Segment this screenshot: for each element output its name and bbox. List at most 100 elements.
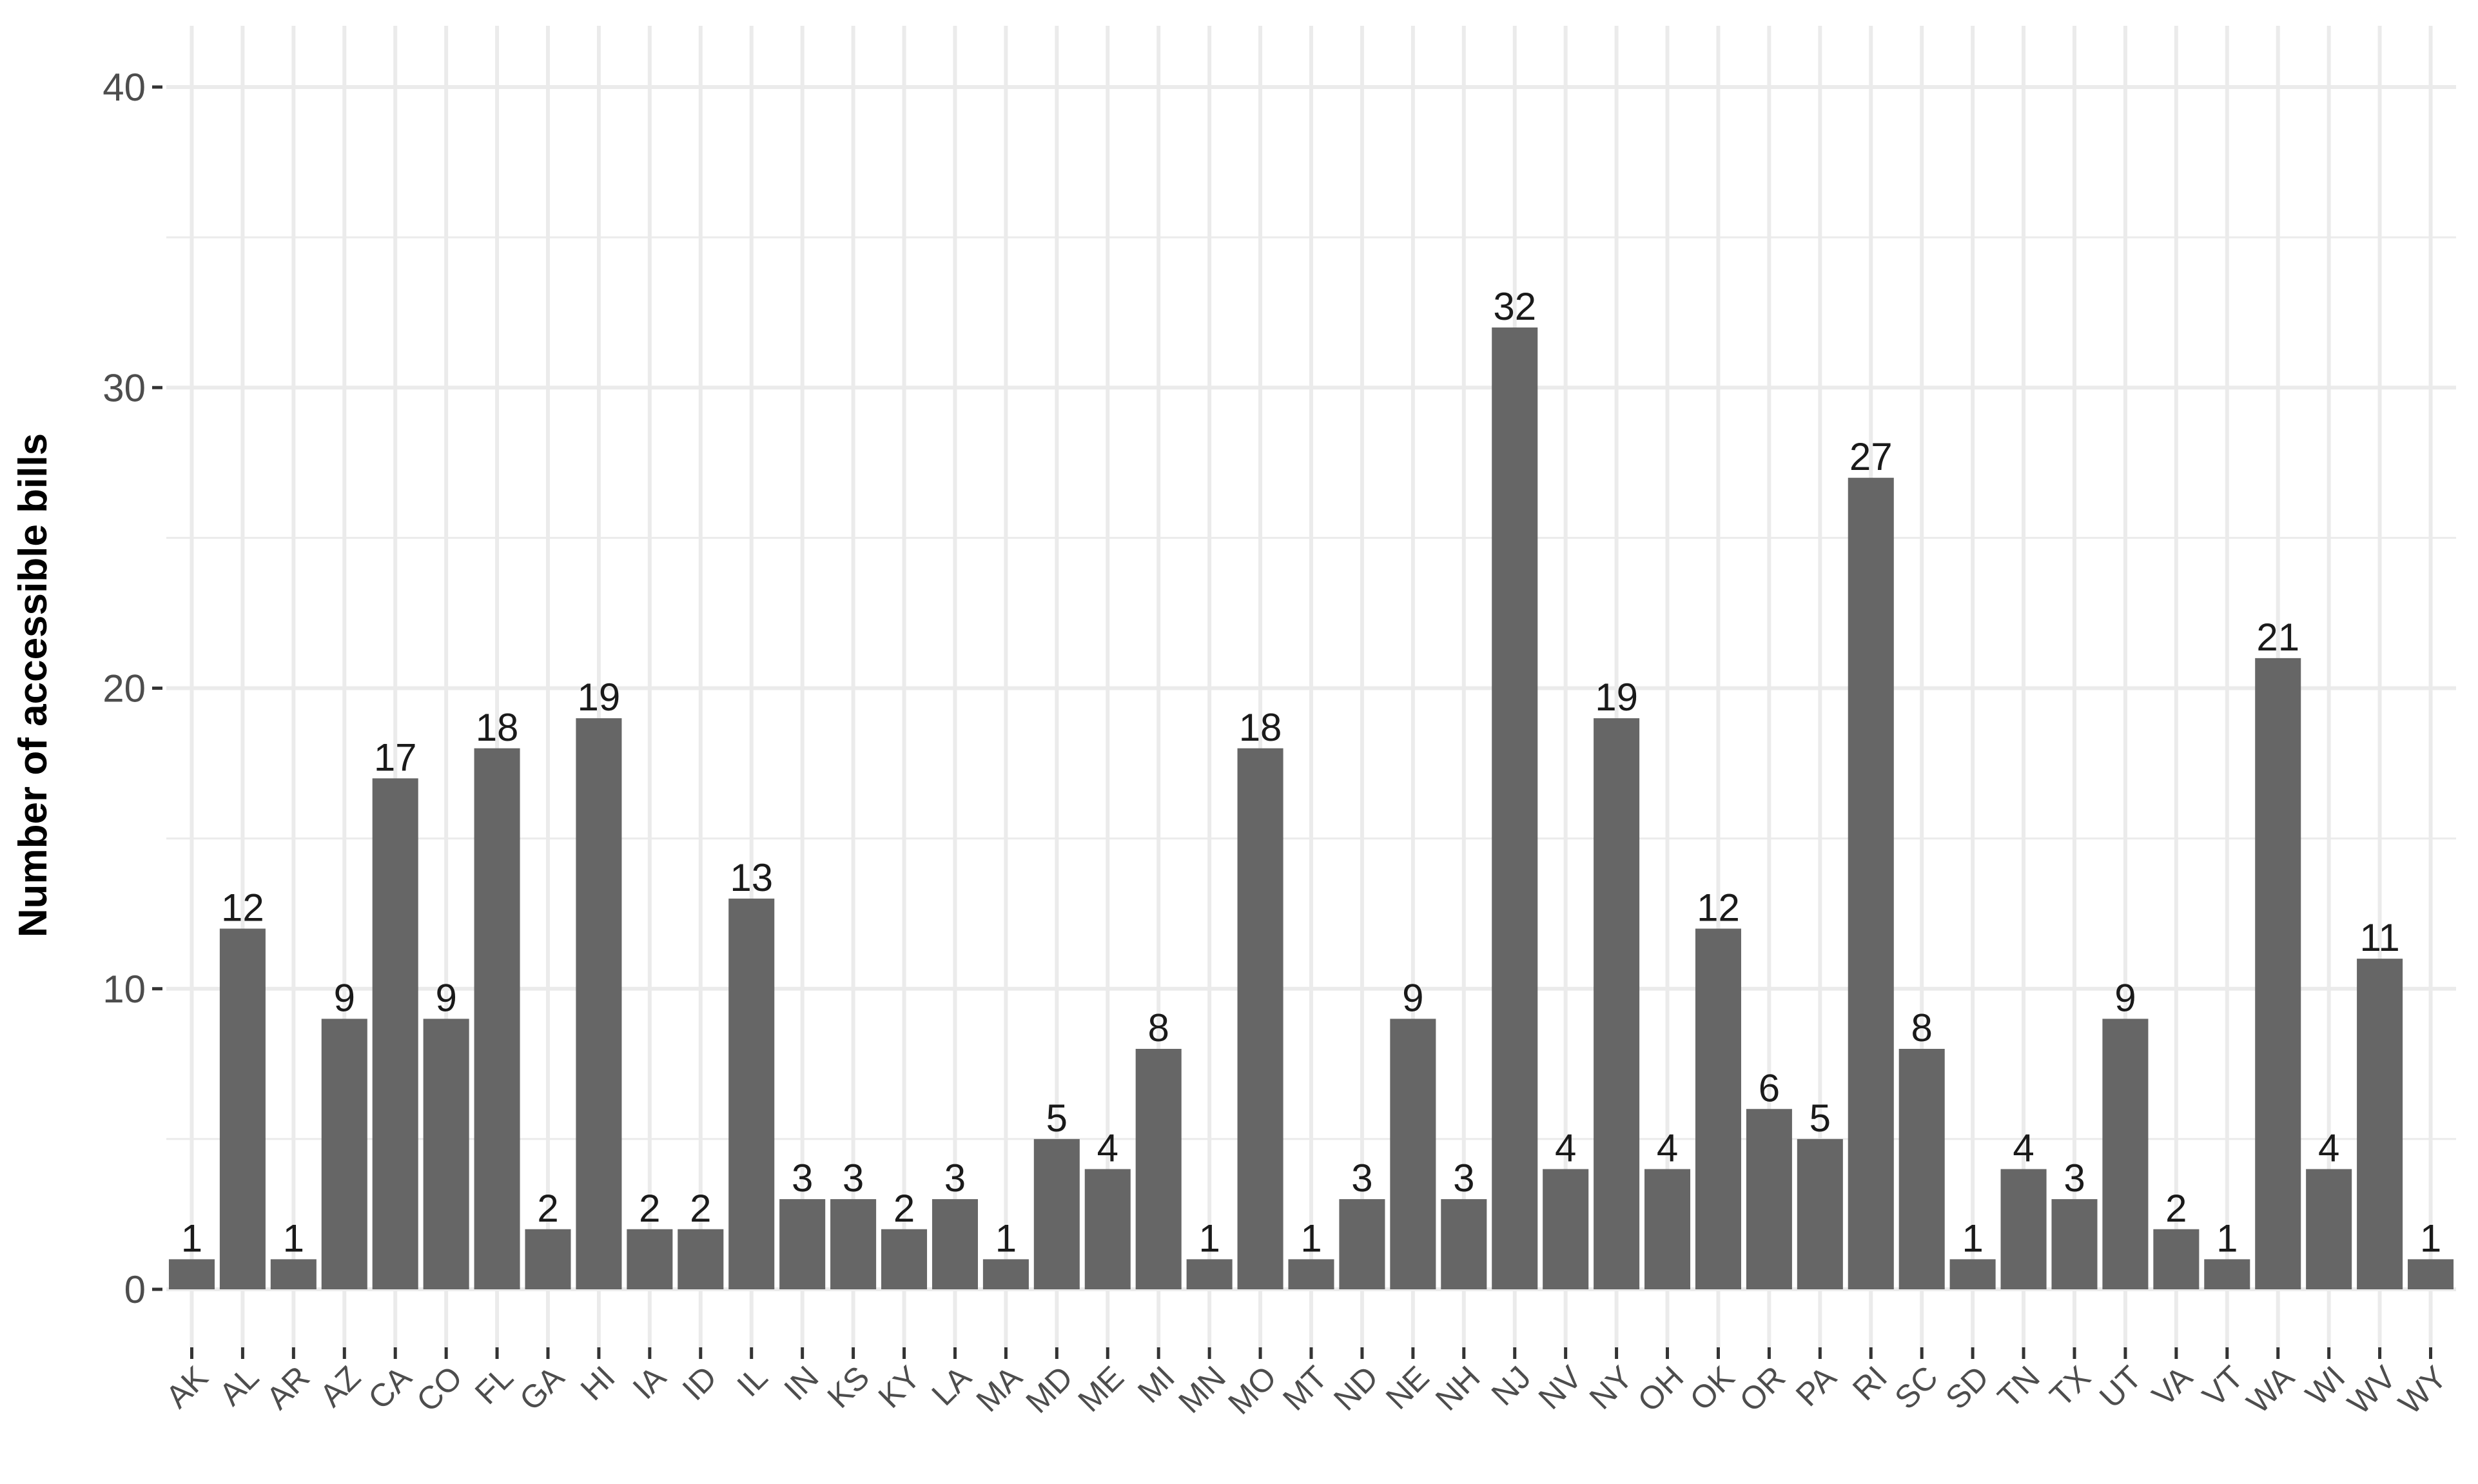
bar-wa — [2255, 658, 2301, 1289]
data-label-ca: 17 — [374, 736, 417, 779]
bar-tn — [2000, 1169, 2047, 1289]
data-label-ar: 1 — [283, 1216, 304, 1260]
bar-ga — [525, 1229, 571, 1289]
bar-mn — [1186, 1259, 1233, 1289]
data-label-az: 9 — [334, 976, 355, 1019]
bar-wy — [2408, 1259, 2454, 1289]
bar-la — [932, 1199, 978, 1289]
data-label-co: 9 — [435, 976, 456, 1019]
bar-mi — [1135, 1049, 1182, 1289]
data-label-me: 4 — [1097, 1127, 1118, 1170]
y-axis: 0 10 20 30 40 — [102, 66, 162, 1311]
bar-ca — [372, 778, 418, 1289]
bar-tx — [2051, 1199, 2098, 1289]
data-label-ut: 9 — [2114, 976, 2136, 1019]
bar-az — [321, 1019, 367, 1289]
bar-wi — [2306, 1169, 2352, 1289]
data-label-wy: 1 — [2420, 1216, 2441, 1260]
data-label-hi: 19 — [578, 676, 621, 719]
bar-vt — [2204, 1259, 2250, 1289]
bar-id — [678, 1229, 724, 1289]
bar-ia — [627, 1229, 673, 1289]
bar-nj — [1492, 327, 1538, 1289]
bar-ok — [1695, 928, 1741, 1289]
data-label-fl: 18 — [476, 706, 519, 749]
bar-or — [1746, 1109, 1792, 1289]
data-label-ri: 27 — [1849, 435, 1893, 478]
data-label-ks: 3 — [843, 1157, 864, 1200]
data-label-la: 3 — [944, 1157, 966, 1200]
bar-fl — [474, 748, 520, 1289]
data-label-oh: 4 — [1657, 1127, 1678, 1170]
bar-ne — [1390, 1019, 1436, 1289]
data-label-or: 6 — [1759, 1066, 1780, 1109]
data-label-ok: 12 — [1697, 886, 1740, 930]
data-label-wi: 4 — [2318, 1127, 2339, 1170]
bar-mo — [1237, 748, 1283, 1289]
y-tick-label: 20 — [102, 667, 146, 710]
data-label-sc: 8 — [1911, 1006, 1933, 1050]
data-label-tn: 4 — [2013, 1127, 2034, 1170]
data-label-vt: 1 — [2216, 1216, 2238, 1260]
data-label-al: 12 — [221, 886, 264, 930]
data-label-ky: 2 — [893, 1187, 915, 1230]
bar-nh — [1441, 1199, 1487, 1289]
y-tick-label: 10 — [102, 968, 146, 1011]
data-label-il: 13 — [730, 856, 773, 899]
bar-me — [1084, 1169, 1131, 1289]
y-axis-title: Number of accessible bills — [11, 433, 55, 937]
bar-ar — [270, 1259, 317, 1289]
bar-hi — [576, 718, 622, 1289]
data-label-ny: 19 — [1595, 676, 1638, 719]
bar-nd — [1339, 1199, 1385, 1289]
data-label-id: 2 — [690, 1187, 711, 1230]
bar-al — [219, 928, 266, 1289]
bars — [168, 327, 2454, 1289]
data-label-mi: 8 — [1148, 1006, 1169, 1050]
data-label-tx: 3 — [2063, 1157, 2085, 1200]
data-label-wa: 21 — [2256, 616, 2299, 659]
bar-va — [2153, 1229, 2200, 1289]
data-label-pa: 5 — [1810, 1097, 1831, 1140]
bar-sd — [1949, 1259, 1996, 1289]
data-label-ma: 1 — [995, 1216, 1017, 1260]
data-label-nh: 3 — [1453, 1157, 1474, 1200]
bar-co — [423, 1019, 469, 1289]
bar-md — [1033, 1138, 1080, 1289]
data-label-va: 2 — [2165, 1187, 2187, 1230]
bar-pa — [1797, 1138, 1843, 1289]
data-label-in: 3 — [792, 1157, 813, 1200]
data-label-wv: 11 — [2359, 916, 2399, 959]
bar-ma — [982, 1259, 1029, 1289]
data-label-ne: 9 — [1402, 976, 1423, 1019]
bar-il — [728, 898, 775, 1289]
y-tick-label: 40 — [102, 66, 146, 109]
data-label-mo: 18 — [1239, 706, 1282, 749]
data-label-mn: 1 — [1198, 1216, 1220, 1260]
data-label-nj: 32 — [1493, 285, 1536, 328]
data-label-nv: 4 — [1555, 1127, 1576, 1170]
data-label-ak: 1 — [181, 1216, 202, 1260]
data-label-nd: 3 — [1351, 1157, 1372, 1200]
bar-nv — [1543, 1169, 1589, 1289]
data-label-mt: 1 — [1300, 1216, 1322, 1260]
data-label-ia: 2 — [639, 1187, 660, 1230]
bar-oh — [1644, 1169, 1691, 1289]
data-label-ga: 2 — [537, 1187, 558, 1230]
bar-ny — [1594, 718, 1640, 1289]
bar-mt — [1288, 1259, 1334, 1289]
bar-ut — [2102, 1019, 2149, 1289]
data-label-md: 5 — [1046, 1097, 1068, 1140]
bar-wv — [2357, 959, 2403, 1289]
data-label-sd: 1 — [1962, 1216, 1983, 1260]
bar-ak — [168, 1259, 215, 1289]
y-tick-label: 30 — [102, 366, 146, 409]
y-tick-label: 0 — [124, 1268, 146, 1311]
bar-ks — [830, 1199, 877, 1289]
bar-in — [779, 1199, 826, 1289]
bar-ky — [881, 1229, 928, 1289]
bar-sc — [1898, 1049, 1945, 1289]
bar-ri — [1848, 478, 1894, 1289]
